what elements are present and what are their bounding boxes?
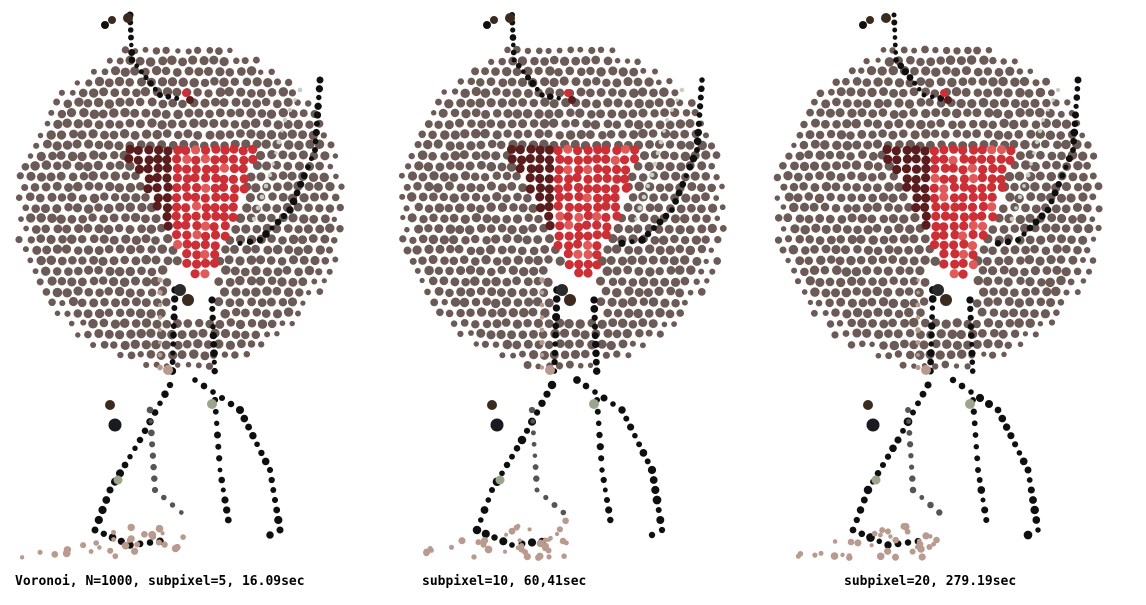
stipple-panel-2: subpixel=10, 60,41sec bbox=[382, 0, 764, 605]
stipple-panel-3: subpixel=20, 279.19sec bbox=[764, 0, 1146, 605]
stipple-panel-1: Voronoi, N=1000, subpixel=5, 16.09sec bbox=[0, 0, 382, 605]
caption-3: subpixel=20, 279.19sec bbox=[844, 574, 1017, 589]
caption-2: subpixel=10, 60,41sec bbox=[422, 574, 587, 589]
stipple-image-2 bbox=[398, 11, 727, 561]
stipple-image-3 bbox=[773, 12, 1103, 561]
caption-1: Voronoi, N=1000, subpixel=5, 16.09sec bbox=[15, 574, 305, 589]
stipple-image-1 bbox=[15, 11, 345, 560]
